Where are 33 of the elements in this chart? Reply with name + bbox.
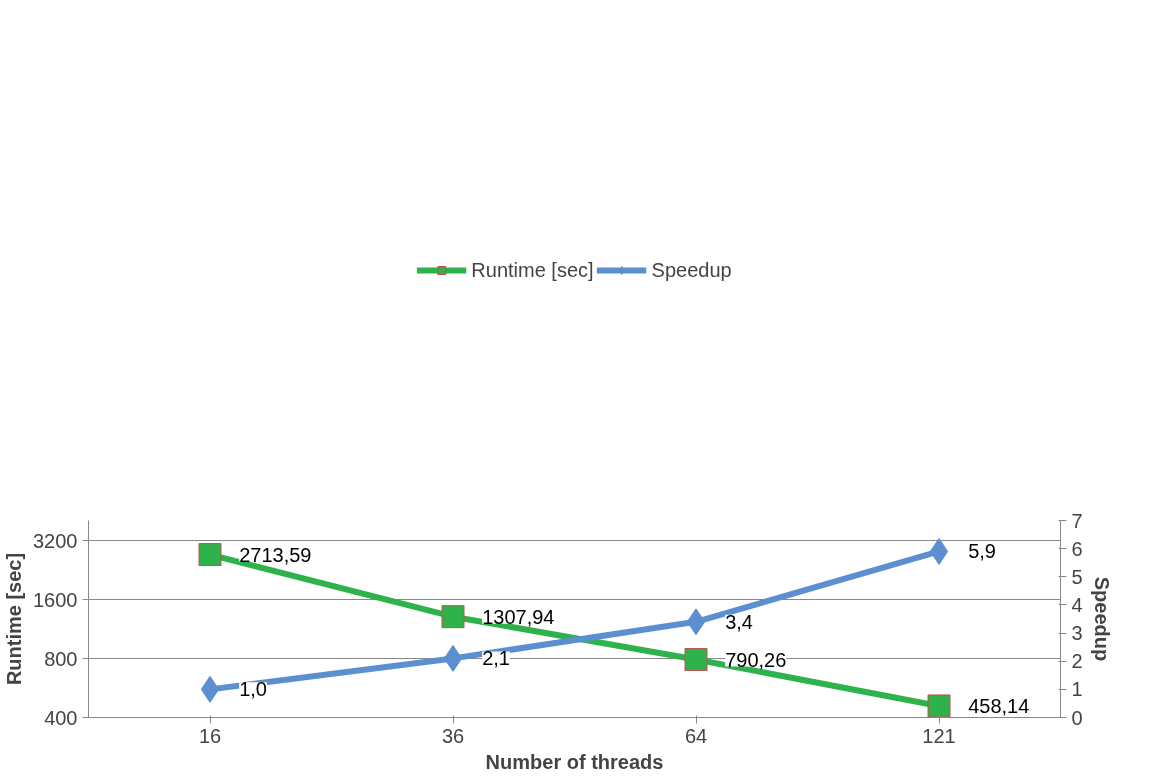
y2-tick-label: 0 xyxy=(1071,706,1083,729)
y2-tick-label: 3 xyxy=(1071,622,1083,645)
x-axis-title: Number of threads xyxy=(485,750,664,773)
y-tick-label: 1600 xyxy=(33,588,78,611)
data-label: 790,26 xyxy=(725,648,787,671)
y2-tick-label: 7 xyxy=(1071,509,1083,532)
point xyxy=(198,543,222,567)
data-label: 1,0 xyxy=(239,678,267,701)
x-tick-label: 64 xyxy=(684,724,708,747)
y2-tick-label: 2 xyxy=(1071,650,1083,673)
x-tick-label: 36 xyxy=(441,724,465,747)
x-tick-label: 121 xyxy=(922,724,956,747)
y-tick-label: 800 xyxy=(44,647,78,670)
y-axis-title: Runtime [sec] xyxy=(3,552,26,686)
y-tick-label: 400 xyxy=(44,706,78,729)
data-label: 3,4 xyxy=(725,610,753,633)
point xyxy=(684,648,708,672)
y2-tick-label: 5 xyxy=(1071,565,1083,588)
y2-tick-label: 6 xyxy=(1071,537,1083,560)
legend-label: Speedup xyxy=(651,258,732,282)
data-label: 1307,94 xyxy=(482,605,555,628)
data-label: 2,1 xyxy=(482,647,510,670)
y2-tick-label: 4 xyxy=(1071,593,1083,616)
y-tick-label: 3200 xyxy=(33,529,78,552)
data-label: 2713,59 xyxy=(239,543,312,566)
data-label: 5,9 xyxy=(968,540,996,563)
x-tick-label: 16 xyxy=(198,724,222,747)
y2-tick-label: 1 xyxy=(1071,678,1083,701)
data-label: 458,14 xyxy=(968,694,1030,717)
point xyxy=(441,605,465,629)
y2-axis-title: Speedup xyxy=(1090,576,1113,662)
legend-label: Runtime [sec] xyxy=(471,258,594,282)
point xyxy=(927,694,951,718)
